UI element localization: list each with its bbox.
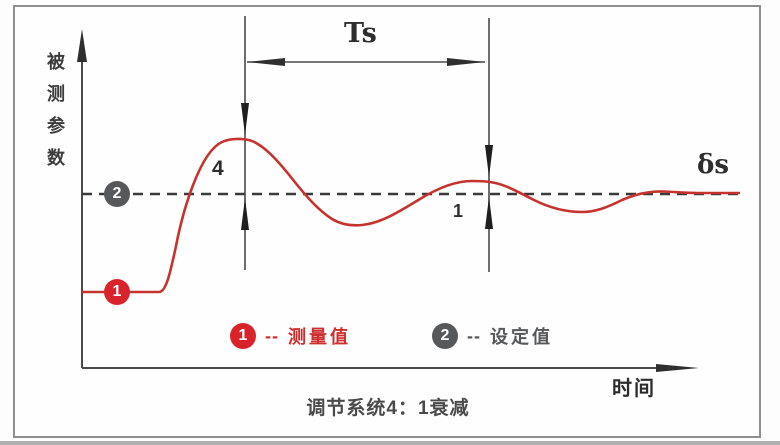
ts-right-arrow-icon	[447, 58, 485, 66]
first-peak-down-arrow-icon	[241, 103, 249, 135]
figure-caption: 调节系统4：1衰减	[306, 398, 470, 419]
y-axis-label: 被测参数	[45, 52, 65, 180]
legend-measured-label: 测量值	[288, 327, 351, 347]
setpoint-marker-badge: 2	[104, 181, 130, 207]
page-bottom-edge	[0, 441, 780, 445]
first-overshoot-value: 4	[212, 157, 224, 180]
figure-border	[13, 5, 761, 438]
period-ts-label: Ts	[344, 18, 377, 49]
ts-left-arrow-icon	[247, 58, 285, 66]
legend-item-setpoint: 2 -- 设定值	[432, 323, 553, 349]
second-peak-down-arrow-icon	[485, 145, 493, 177]
measured-marker-badge: 1	[104, 279, 130, 305]
measured-value-curve	[82, 137, 740, 294]
legend-measured-badge: 1	[230, 323, 256, 349]
second-peak-up-arrow-icon	[485, 197, 493, 229]
x-axis-arrow-icon	[656, 364, 699, 372]
legend-setpoint-badge: 2	[432, 323, 458, 349]
second-overshoot-value: 1	[453, 201, 464, 221]
legend-setpoint-label: 设定值	[490, 327, 553, 347]
y-axis-arrow-icon	[77, 29, 87, 62]
legend-item-measured: 1 -- 测量值	[230, 323, 351, 349]
x-axis-label: 时间	[612, 378, 656, 400]
first-peak-up-arrow-icon	[241, 198, 249, 230]
legend-measured-dashes: --	[265, 325, 279, 346]
legend-setpoint-dashes: --	[467, 325, 481, 346]
tolerance-delta-s-label: δs	[697, 150, 729, 180]
